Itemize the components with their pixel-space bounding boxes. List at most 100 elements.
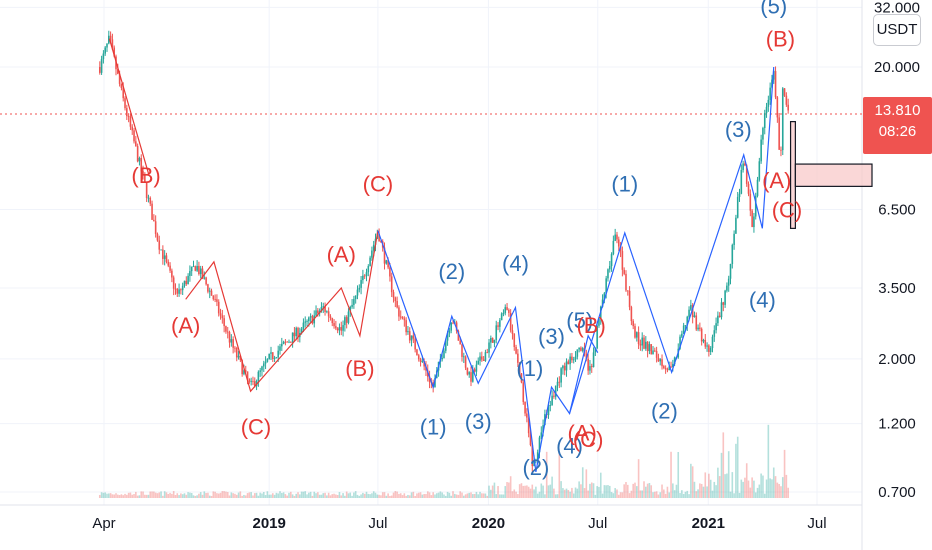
volume-bar — [603, 485, 606, 498]
candle-body — [349, 306, 352, 312]
volume-bar — [205, 492, 207, 498]
candle-body — [785, 95, 788, 105]
candle-body — [302, 322, 305, 329]
candle-body — [594, 348, 597, 353]
candle-body — [747, 183, 750, 194]
volume-bar — [248, 492, 251, 498]
candle-body — [762, 128, 764, 140]
candle-body — [522, 382, 525, 402]
volume-bar — [326, 495, 328, 498]
volume-bar — [387, 493, 389, 498]
candle-body — [98, 67, 101, 73]
volume-bar — [259, 492, 261, 498]
volume-bar — [124, 493, 126, 498]
volume-bar — [538, 491, 541, 498]
wave-labels: (B)(A)(C)(A)(B)(C)(1)(2)(3)(4)(1)(2)(3)(… — [131, 0, 802, 480]
candle-body — [351, 304, 353, 307]
candle-body — [203, 277, 206, 279]
candle-body — [144, 173, 146, 183]
candle-body — [475, 364, 478, 372]
candle-body — [634, 326, 636, 338]
candle-body — [783, 88, 786, 96]
candle-body — [118, 73, 121, 84]
volume-bar — [599, 472, 602, 498]
volume-bar — [183, 493, 186, 498]
currency-unit-button[interactable]: USDT — [873, 14, 921, 46]
y-tick-label: 2.000 — [878, 351, 916, 368]
volume-bar — [439, 491, 442, 498]
candle-body — [210, 290, 213, 296]
volume-bars — [98, 424, 789, 498]
candle-body — [214, 299, 216, 300]
volume-bar — [693, 481, 696, 498]
volume-bar — [718, 476, 721, 498]
wave-label: (3) — [725, 117, 752, 142]
candle-body — [315, 310, 317, 316]
volume-bar — [252, 495, 254, 498]
volume-bar — [223, 491, 225, 498]
candle-body — [495, 325, 498, 340]
volume-bar — [244, 495, 247, 498]
candle-body — [769, 87, 771, 100]
candle-body — [185, 280, 188, 285]
candle-body — [180, 289, 182, 291]
wave-label: (5) — [760, 0, 787, 19]
volume-bar — [675, 484, 678, 498]
candle-body — [353, 299, 355, 305]
candle-body — [670, 366, 672, 368]
candle-body — [295, 327, 298, 337]
candle-body — [266, 359, 269, 362]
candle-body — [153, 219, 155, 222]
candle-body — [646, 341, 649, 352]
candle-body — [356, 289, 359, 296]
candle-body — [527, 417, 530, 434]
candle-body — [704, 339, 707, 347]
candle-body — [664, 367, 667, 370]
candle-body — [572, 359, 575, 361]
current-price-tag: 13.810 08:26 — [863, 97, 932, 154]
candle-body — [657, 357, 660, 362]
volume-bar — [189, 492, 191, 498]
candle-body — [614, 234, 616, 241]
volume-bar — [237, 492, 240, 498]
volume-bar — [738, 492, 741, 498]
candle-body — [776, 97, 779, 118]
volume-bar — [210, 495, 213, 498]
volume-bar — [666, 486, 669, 498]
volume-bar — [488, 485, 490, 498]
candle-body — [731, 244, 734, 264]
candle-body — [455, 322, 458, 331]
candle-body — [635, 332, 638, 338]
volume-bar — [745, 463, 748, 498]
volume-bar — [419, 492, 422, 498]
wave-label: (B) — [766, 27, 795, 52]
candle-body — [709, 348, 712, 352]
volume-bar — [219, 492, 222, 498]
volume-bar — [131, 494, 134, 498]
volume-bar — [553, 488, 555, 498]
candle-body — [616, 234, 618, 240]
volume-bar — [163, 491, 166, 498]
candle-body — [208, 290, 211, 292]
volume-bar — [396, 491, 398, 498]
x-axis: Apr 2019 Jul 2020 Jul 2021 Jul — [92, 515, 826, 532]
current-price-value: 13.810 — [874, 102, 921, 119]
candle-body — [187, 275, 189, 285]
volume-bar — [578, 481, 580, 498]
volume-bar — [643, 481, 645, 498]
volume-bar — [234, 493, 236, 498]
candle-body — [736, 196, 739, 218]
volume-bar — [639, 490, 642, 498]
candle-body — [700, 328, 703, 342]
candle-body — [518, 362, 521, 374]
volume-bar — [412, 491, 415, 498]
volume-bar — [502, 494, 505, 498]
volume-bar — [565, 488, 568, 498]
candle-body — [259, 370, 261, 372]
candle-body — [603, 293, 606, 300]
volume-bar — [769, 478, 771, 498]
volume-bar — [329, 495, 332, 498]
candle-body — [369, 257, 371, 267]
volume-bar — [308, 492, 310, 498]
